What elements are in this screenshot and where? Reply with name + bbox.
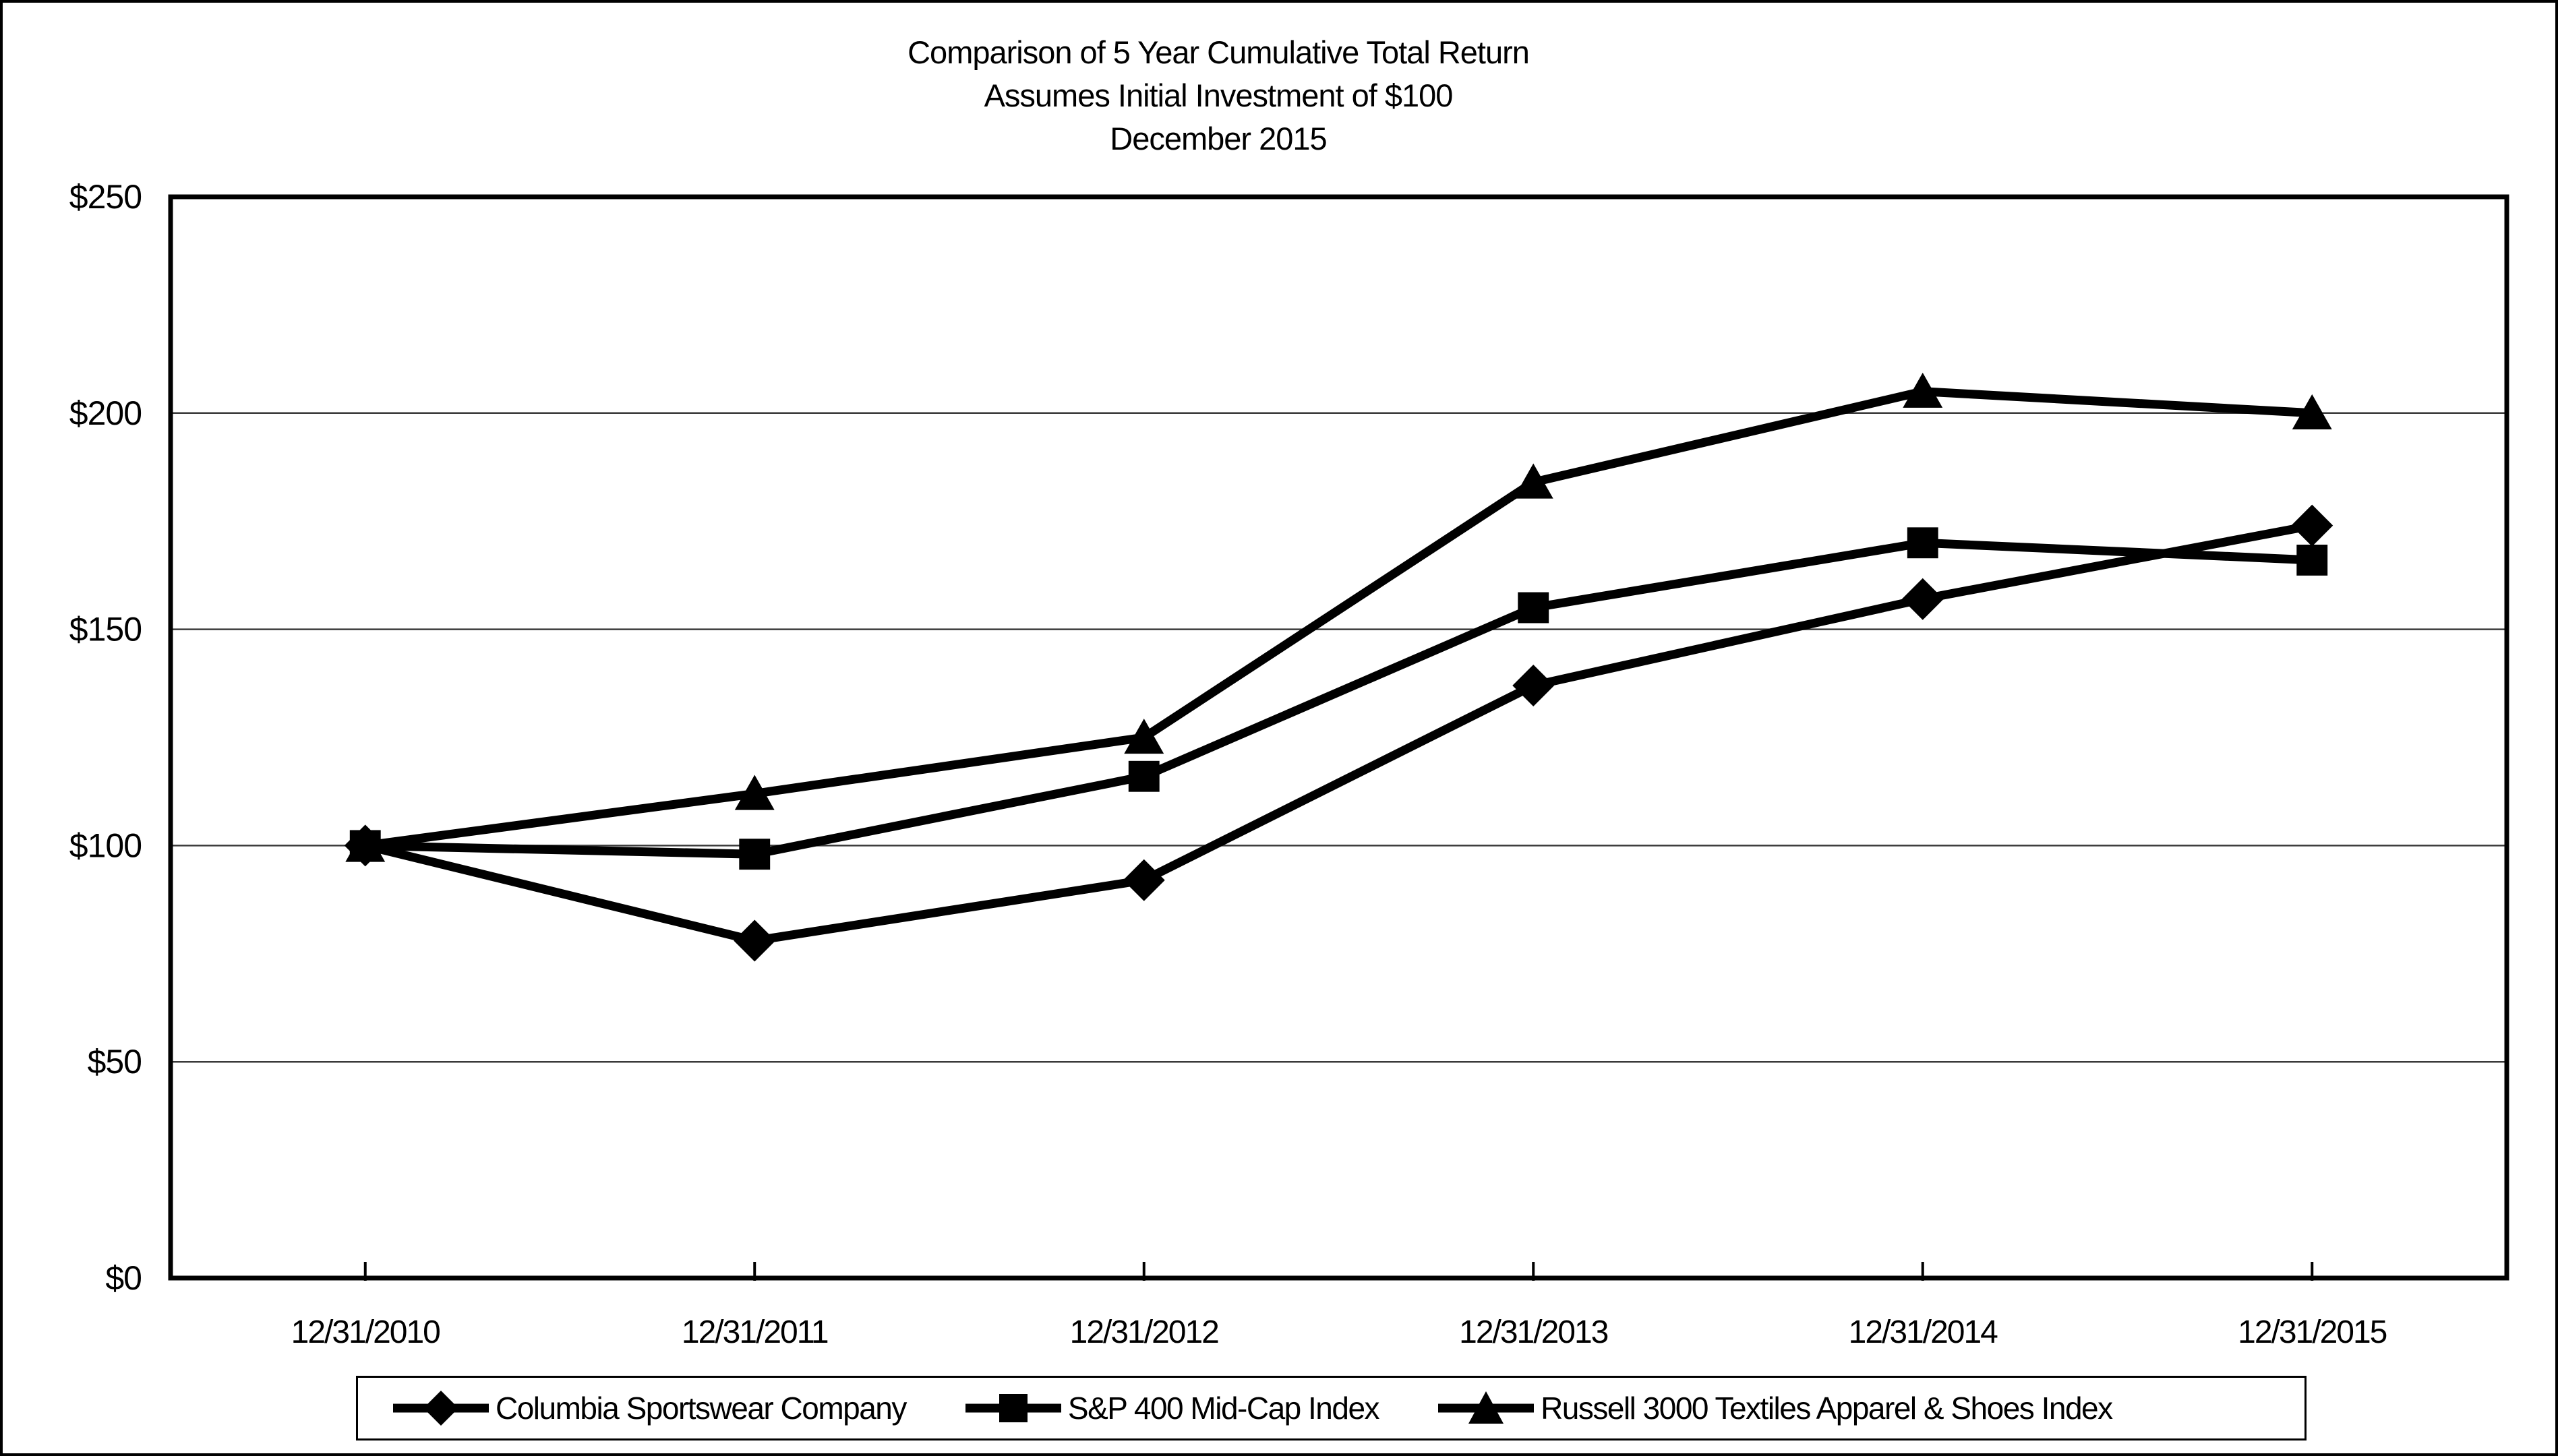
plot-frame	[168, 194, 2509, 1281]
series-line-columbia-sportswear-company	[364, 521, 2313, 946]
x-axis-label-5: 12/31/2015	[2238, 1314, 2387, 1350]
legend-diamond-glyph	[423, 1391, 458, 1426]
legend-marker-diamond-icon	[393, 1391, 489, 1426]
data-point-russell-3000-textiles-apparel-shoes-index-12/31/2010	[345, 826, 386, 862]
x-axis-label-1: 12/31/2011	[682, 1314, 828, 1350]
data-point-russell-3000-textiles-apparel-shoes-index-12/31/2014	[1903, 372, 1943, 408]
data-point-s-p-400-mid-cap-index-12/31/2011	[739, 839, 771, 870]
data-point-columbia-sportswear-company-12/31/2015	[2291, 504, 2333, 547]
legend-item-columbia-sportswear-company: Columbia Sportswear Company	[390, 1388, 907, 1428]
series-line-russell-3000-textiles-apparel-shoes-index	[364, 387, 2313, 850]
data-point-s-p-400-mid-cap-index-12/31/2013	[1518, 592, 1549, 624]
legend-triangle-glyph	[1468, 1391, 1504, 1424]
chart-title-line-2: Assumes Initial Investment of $100	[984, 78, 1454, 113]
x-axis-label-4: 12/31/2014	[1849, 1314, 1998, 1350]
data-point-columbia-sportswear-company-12/31/2014	[1901, 578, 1944, 620]
data-point-s-p-400-mid-cap-index-12/31/2015	[2296, 545, 2328, 576]
data-point-russell-3000-textiles-apparel-shoes-index-12/31/2011	[734, 775, 775, 810]
legend-marker-square-icon	[965, 1394, 1061, 1422]
legend-label-s-p-400-mid-cap-index: S&P 400 Mid-Cap Index	[1067, 1391, 1380, 1426]
legend: Columbia Sportswear Company S&P 400 Mid-C…	[356, 1376, 2307, 1440]
legend-label-columbia-sportswear-company: Columbia Sportswear Company	[496, 1391, 907, 1426]
x-axis-label-0: 12/31/2010	[291, 1314, 440, 1350]
data-point-s-p-400-mid-cap-index-12/31/2012	[1128, 760, 1160, 792]
y-axis-label-50: $50	[88, 1043, 142, 1081]
legend-marker-triangle-icon	[1438, 1391, 1535, 1424]
chart-title-line-1: Comparison of 5 Year Cumulative Total Re…	[908, 34, 1530, 70]
x-axis-label-3: 12/31/2013	[1459, 1314, 1608, 1350]
data-point-russell-3000-textiles-apparel-shoes-index-12/31/2013	[1513, 463, 1553, 499]
legend-item-s-p-400-mid-cap-index: S&P 400 Mid-Cap Index	[963, 1388, 1380, 1428]
chart-title-line-3: December 2015	[1110, 121, 1327, 156]
x-axis-label-2: 12/31/2012	[1070, 1314, 1219, 1350]
y-axis-label-100: $100	[69, 826, 142, 864]
y-axis-label-0: $0	[105, 1259, 142, 1297]
data-point-columbia-sportswear-company-12/31/2012	[1123, 859, 1165, 901]
y-axis-label-200: $200	[69, 394, 142, 432]
data-point-columbia-sportswear-company-12/31/2013	[1512, 665, 1555, 707]
legend-item-russell-3000-textiles-apparel-shoes-index: Russell 3000 Textiles Apparel & Shoes In…	[1435, 1388, 2113, 1428]
y-axis-label-150: $150	[69, 611, 142, 648]
chart-title-block: Comparison of 5 Year Cumulative Total Re…	[3, 31, 2434, 160]
data-point-russell-3000-textiles-apparel-shoes-index-12/31/2015	[2292, 394, 2332, 429]
data-point-s-p-400-mid-cap-index-12/31/2014	[1907, 527, 1938, 559]
legend-square-glyph	[999, 1394, 1028, 1422]
line-chart: $0 $50 $100 $150 $200 $250 12/31/2010 12/31/201…	[69, 178, 2509, 1350]
y-axis-label-250: $250	[69, 178, 142, 216]
legend-label-russell-3000-textiles-apparel-shoes-index: Russell 3000 Textiles Apparel & Shoes In…	[1541, 1391, 2113, 1426]
data-point-russell-3000-textiles-apparel-shoes-index-12/31/2012	[1124, 719, 1164, 754]
data-point-columbia-sportswear-company-12/31/2011	[734, 919, 776, 962]
series-line-s-p-400-mid-cap-index	[365, 538, 2313, 859]
